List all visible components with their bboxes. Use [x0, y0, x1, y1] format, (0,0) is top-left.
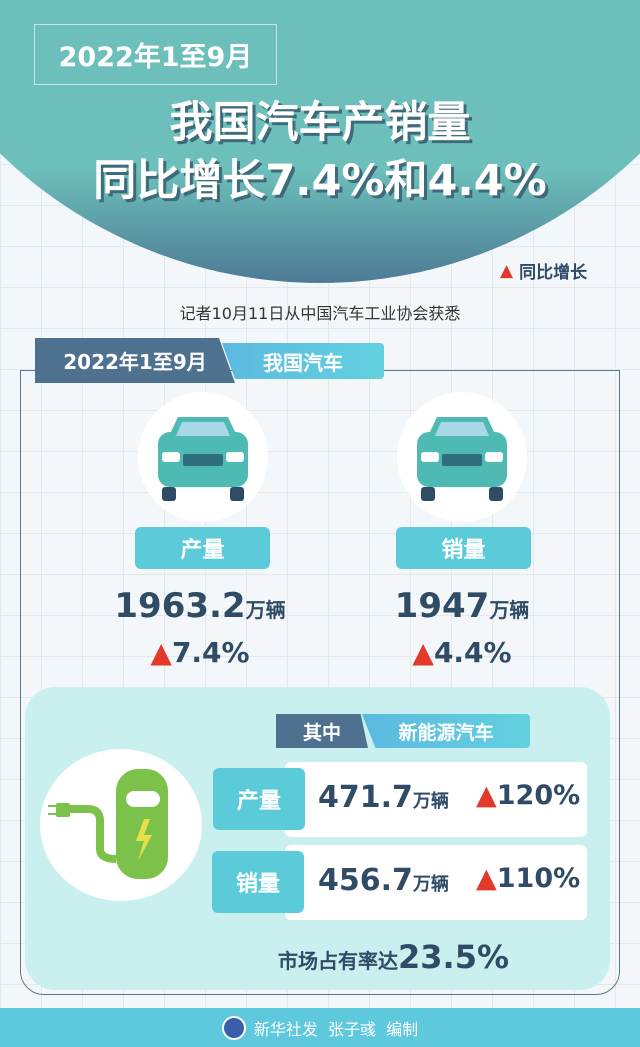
production-number: 1963.2 [114, 586, 246, 626]
nev-row-sales [285, 845, 587, 920]
up-triangle-icon: ▲ [150, 636, 172, 669]
sales-unit: 万辆 [489, 598, 530, 622]
sales-value: 1947万辆 [332, 586, 592, 626]
market-share-value: 23.5% [398, 938, 510, 976]
nev-row-production [285, 762, 587, 837]
nev-production-number: 471.7 [318, 780, 413, 815]
production-value: 1963.2万辆 [70, 586, 330, 626]
sales-growth: ▲4.4% [332, 636, 592, 669]
legend-label: 同比增长 [519, 263, 588, 283]
sales-label: 销量 [396, 527, 531, 569]
page-title-line2: 同比增长7.4%和4.4% [93, 156, 547, 206]
market-share-label: 市场占有率达 [278, 949, 398, 973]
production-unit: 万辆 [245, 598, 286, 622]
car-icon-sales [397, 392, 527, 522]
up-triangle-icon: ▲ [476, 863, 497, 894]
xinhua-logo-icon [221, 1015, 246, 1040]
nev-production-value: 471.7万辆 [318, 780, 449, 815]
up-triangle-icon: ▲ [412, 636, 434, 669]
production-growth-value: 7.4% [171, 636, 250, 669]
tab-nev-topic: 新能源汽车 [362, 714, 530, 748]
tab-nev-prefix: 其中 [276, 714, 368, 748]
sales-growth-value: 4.4% [433, 636, 512, 669]
nev-sales-number: 456.7 [318, 863, 413, 898]
source-note: 记者10月11日从中国汽车工业协会获悉 [179, 304, 461, 323]
footer-credit: 新华社发 张子彧 编制 [253, 1019, 419, 1039]
production-growth: ▲7.4% [70, 636, 330, 669]
legend: ▲ 同比增长 [500, 258, 588, 284]
nev-production-label: 产量 [213, 768, 305, 830]
up-triangle-icon: ▲ [500, 260, 514, 281]
nev-sales-unit: 万辆 [412, 874, 449, 895]
nev-sales-growth-value: 110% [496, 863, 581, 894]
production-label: 产量 [135, 527, 270, 569]
nev-production-growth: ▲120% [476, 780, 580, 811]
charger-icon [40, 749, 202, 901]
period-box: 2022年1至9月 [34, 24, 277, 85]
tab-period: 2022年1至9月 [35, 338, 235, 383]
nev-production-growth-value: 120% [496, 780, 581, 811]
page-title-line1: 我国汽车产销量 [169, 98, 471, 148]
nev-sales-label: 销量 [212, 851, 304, 913]
market-share: 市场占有率达23.5% [278, 938, 509, 976]
sales-number: 1947 [394, 586, 490, 626]
car-icon-production [138, 392, 268, 522]
nev-sales-growth: ▲110% [476, 863, 580, 894]
tab-topic: 我国汽车 [222, 343, 384, 379]
up-triangle-icon: ▲ [476, 780, 497, 811]
nev-production-unit: 万辆 [412, 791, 449, 812]
nev-sales-value: 456.7万辆 [318, 863, 449, 898]
footer: 新华社发 张子彧 编制 [0, 1008, 640, 1047]
